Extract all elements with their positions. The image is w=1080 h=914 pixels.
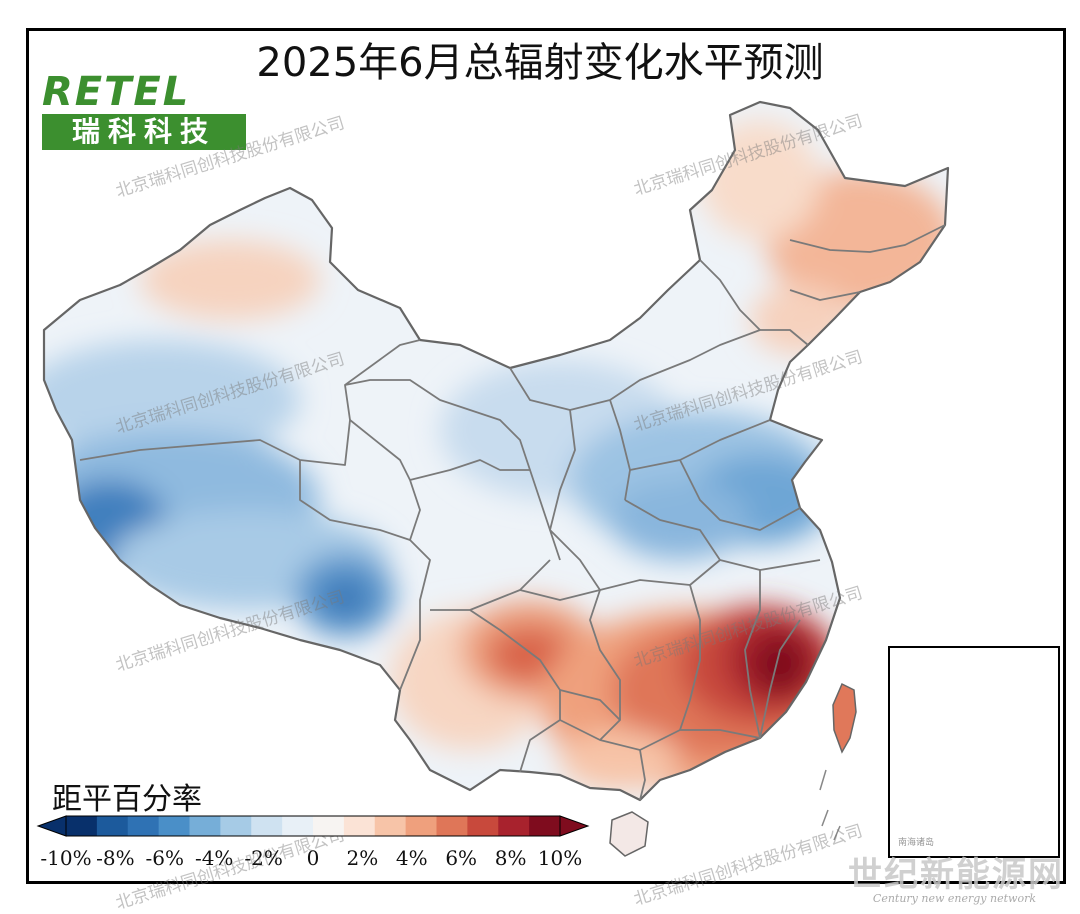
logo-cn-name: 瑞科科技: [42, 114, 246, 150]
legend-swatch: [189, 816, 221, 836]
legend-tick-label: 0: [306, 846, 320, 870]
legend-swatch: [282, 816, 314, 836]
taiwan-island: [832, 682, 857, 754]
legend-tick-label: -8%: [96, 846, 135, 870]
hainan-island: [609, 811, 649, 857]
legend-tick-label: 8%: [494, 846, 527, 870]
legend-swatch: [158, 816, 190, 836]
corner-brand-en: Century new energy network: [872, 892, 1036, 905]
legend-tick-label: -6%: [145, 846, 185, 870]
legend-swatch: [374, 816, 407, 836]
legend-tick-label: 6%: [445, 846, 478, 870]
legend-swatch: [96, 816, 129, 836]
legend-swatch: [251, 816, 283, 836]
corner-brand: 世纪新能源网 Century new energy network: [848, 858, 1064, 905]
retel-logo: RETEL 瑞科科技: [42, 72, 246, 152]
legend-swatch: [498, 816, 530, 836]
legend-swatch: [220, 816, 252, 836]
south-china-sea-inset: 南海诸岛: [888, 646, 1060, 858]
legend-swatch: [66, 816, 98, 836]
legend-swatch: [467, 816, 499, 836]
legend-tick-label: -10%: [40, 846, 92, 870]
legend-outline: [65, 815, 561, 837]
legend-title: 距平百分率: [52, 782, 202, 817]
legend-tick-label: 2%: [346, 846, 379, 870]
legend-tick-label: -4%: [194, 846, 234, 870]
legend-arrow-low: [36, 815, 67, 837]
legend-swatch: [343, 816, 376, 836]
legend-tick-label: 4%: [395, 846, 428, 870]
province-boundaries: [42, 100, 950, 802]
legend-swatch: [127, 816, 160, 836]
logo-wordmark: RETEL: [42, 69, 191, 115]
legend-swatch: [313, 816, 345, 836]
corner-brand-cn: 世纪新能源网: [848, 855, 1064, 895]
legend-swatch: [529, 816, 561, 836]
legend-arrow-high: [559, 815, 590, 837]
nine-dash-line-stub: [819, 769, 841, 841]
legend-tick-label: -2%: [244, 846, 283, 870]
legend-tick-label: 10%: [537, 846, 583, 870]
legend-swatch: [405, 816, 437, 836]
legend-swatch: [436, 816, 468, 836]
map-title: 2025年6月总辐射变化水平预测: [256, 40, 824, 86]
inset-caption: 南海诸岛: [898, 838, 935, 848]
